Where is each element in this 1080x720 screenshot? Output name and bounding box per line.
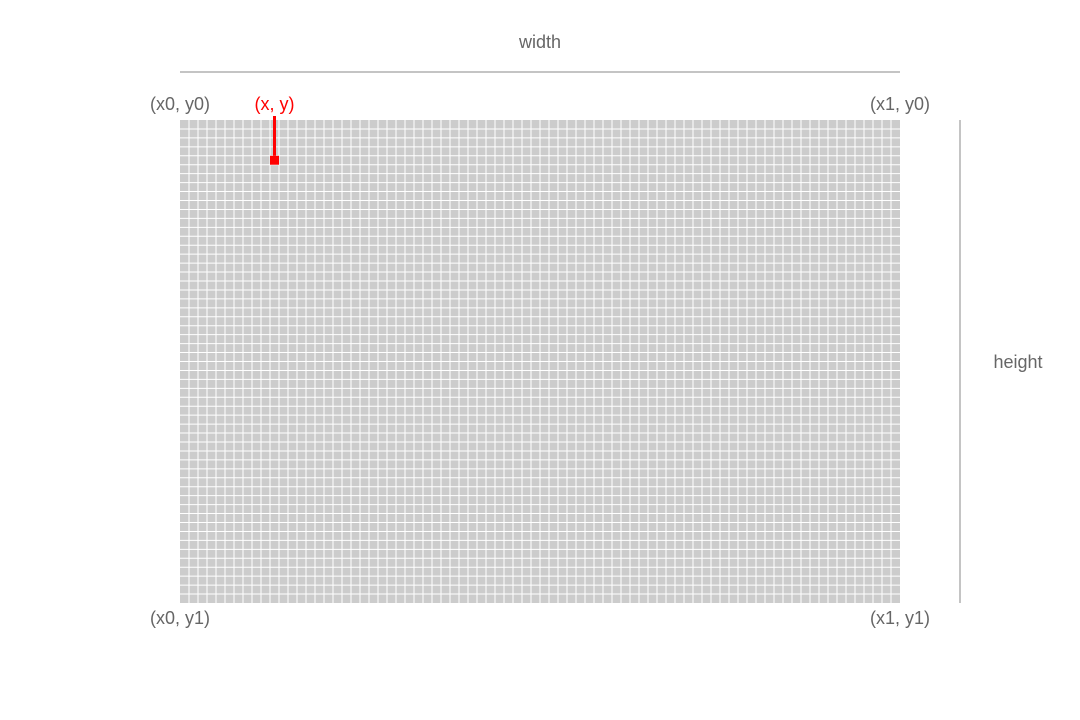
- corner-label-bottom-left: (x0, y1): [150, 608, 210, 628]
- pixel-grid-lines: [180, 120, 900, 603]
- height-label: height: [993, 352, 1042, 372]
- corner-label-top-left: (x0, y0): [150, 94, 210, 114]
- corner-label-bottom-right: (x1, y1): [870, 608, 930, 628]
- width-label: width: [518, 32, 561, 52]
- highlighted-pixel: [270, 155, 279, 165]
- corner-label-top-right: (x1, y0): [870, 94, 930, 114]
- point-label: (x, y): [255, 94, 295, 114]
